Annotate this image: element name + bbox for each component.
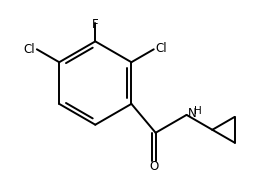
- Text: H: H: [193, 106, 201, 116]
- Text: F: F: [92, 18, 99, 31]
- Text: N: N: [188, 107, 196, 120]
- Text: Cl: Cl: [156, 42, 167, 55]
- Text: O: O: [150, 160, 159, 173]
- Text: Cl: Cl: [23, 43, 35, 56]
